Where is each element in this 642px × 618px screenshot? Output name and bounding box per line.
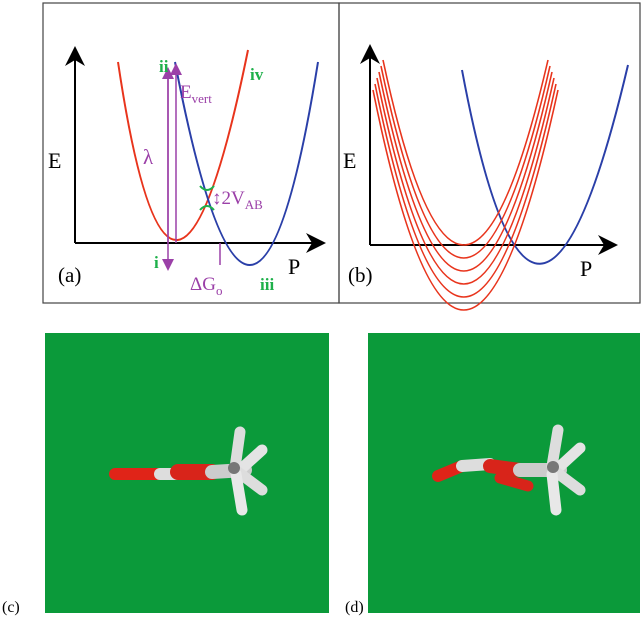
figure-canvas: E P (a) i ii iii iv Evert λ ↕2VAB ΔGo E … [0,0,642,618]
label-sub: o [216,283,223,298]
figure: E P (a) i ii iii iv Evert λ ↕2VAB ΔGo E … [0,0,642,618]
panel-a: E P (a) i ii iii iv Evert λ ↕2VAB ΔGo [48,50,322,298]
product-curve [462,65,628,264]
panel-label: (b) [348,263,373,287]
panel-label: (a) [58,263,81,287]
label-sub: AB [245,197,263,212]
panel-b: E P (b) [343,48,628,310]
axis-label: P [580,256,592,281]
label-main: ΔG [190,274,216,295]
point-label: ii [159,57,169,76]
reactant-curve [118,50,248,240]
label-main: ↕2V [212,188,245,209]
panel-d: (d) [345,333,640,616]
free-energy-label: ΔGo [190,274,222,298]
axis-label: P [288,254,300,279]
axis-label: E [343,148,356,173]
point-label: iii [260,275,274,294]
axis-label: E [48,148,61,173]
reactant-curves [373,60,558,310]
panel-b-frame [339,3,640,303]
label-sub: vert [192,91,213,106]
point-label: iv [250,65,264,84]
coupling-label: ↕2VAB [212,188,263,212]
panel-label: (c) [2,599,20,616]
lambda-label: λ [143,145,154,169]
panel-c: (c) [2,333,329,616]
point-label: i [154,253,159,272]
panel-label: (d) [345,599,364,616]
energy-label: Evert [180,82,212,106]
label-main: E [180,82,192,103]
